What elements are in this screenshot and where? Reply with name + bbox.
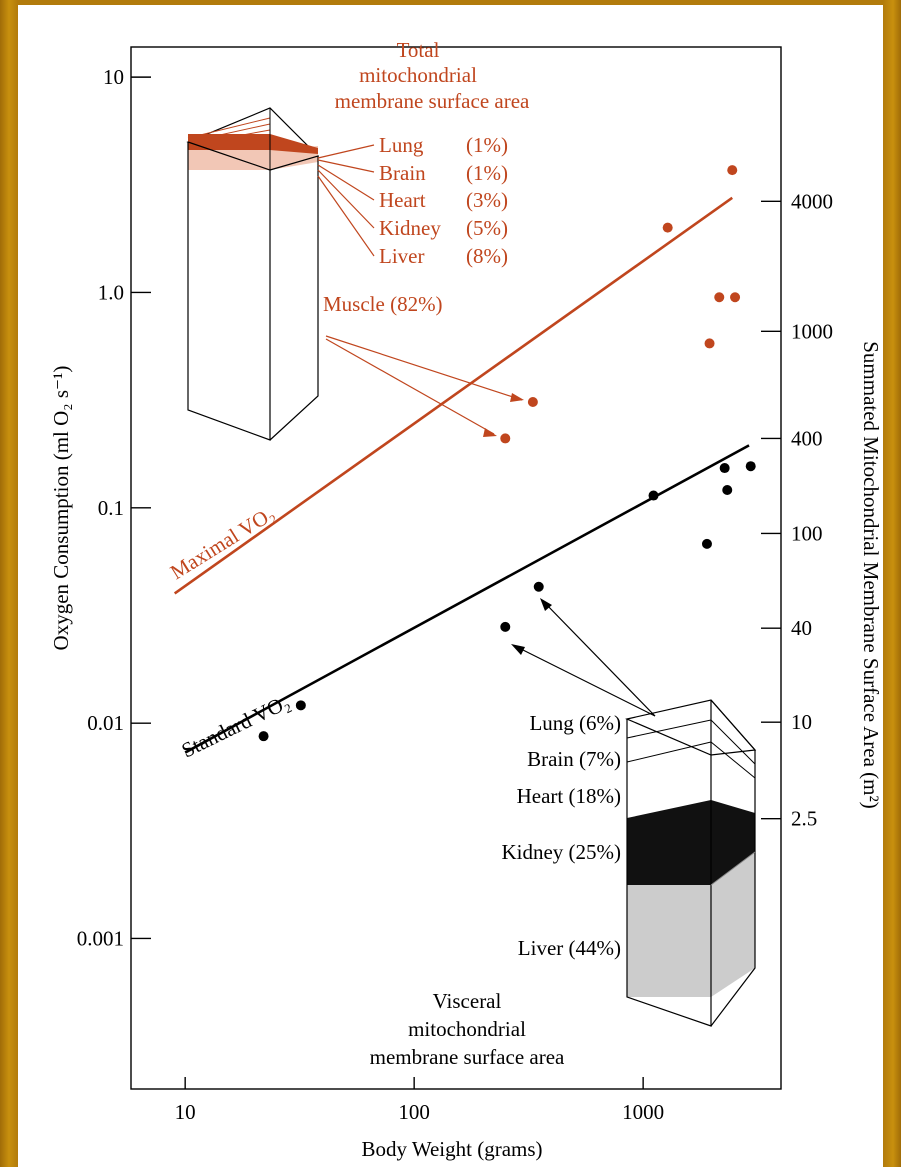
- x-axis-label: Body Weight (grams): [361, 1137, 542, 1161]
- top-organ-heart-pct: (3%): [466, 188, 508, 212]
- bottom-inset-title-1: Visceral: [433, 989, 502, 1013]
- bottom-organ-kidney: Kidney (25%): [501, 840, 621, 864]
- lung-divider: [626, 719, 712, 739]
- y-right-tick-label: 40: [791, 616, 812, 640]
- visceral-arrow-2: [514, 645, 656, 717]
- standard-point: [533, 581, 544, 592]
- kidney-segment-front: [627, 818, 711, 885]
- top-organ-liver: Liver: [379, 244, 424, 268]
- y-left-tick-label: 10: [103, 65, 124, 89]
- top-inset-title-2: mitochondrial: [359, 63, 477, 87]
- leader-lung: [317, 144, 375, 159]
- liver-segment-side: [711, 852, 755, 997]
- block-side-muscle: [270, 156, 318, 440]
- top-organ-kidney: Kidney: [379, 216, 441, 240]
- bottom-organ-liver: Liver (44%): [518, 936, 621, 960]
- maximal-point: [704, 338, 715, 349]
- brain-line: [187, 117, 271, 139]
- lung-divider-side: [710, 719, 756, 765]
- top-organ-liver-pct: (8%): [466, 244, 508, 268]
- axis-ticks: 10 100 1000 10 1.0 0.1 0.01 0.001 4000 1000 400 100…: [77, 65, 833, 1124]
- y-right-tick-label: 4000: [791, 189, 833, 213]
- brain-divider: [626, 741, 712, 763]
- muscle-arrowhead-1: [510, 393, 524, 402]
- liver-top-edge: [710, 851, 756, 886]
- top-organ-heart: Heart: [379, 188, 426, 212]
- y-right-tick-label: 1000: [791, 319, 833, 343]
- series-label-standard: Standard VO₂: [178, 690, 294, 763]
- y-right-tick-label: 400: [791, 426, 823, 450]
- leader-brain: [317, 159, 375, 173]
- standard-point: [701, 538, 712, 549]
- liver-band-front: [188, 150, 270, 170]
- top-organ-lung: Lung: [379, 133, 424, 157]
- visceral-arrowhead-1: [540, 598, 552, 611]
- heart-line: [187, 123, 271, 143]
- y-left-tick-label: 1.0: [98, 280, 124, 304]
- leader-kidney: [317, 169, 375, 229]
- top-organ-lung-pct: (1%): [466, 133, 508, 157]
- liver-segment-front: [627, 885, 711, 997]
- y-right-tick-label: 2.5: [791, 807, 817, 831]
- maximal-fit-line: [173, 196, 734, 595]
- bottom-organ-lung: Lung (6%): [529, 711, 621, 735]
- muscle-arrow-2: [325, 338, 495, 435]
- x-tick-label: 100: [398, 1100, 430, 1124]
- bottom-organ-brain: Brain (7%): [527, 747, 621, 771]
- visceral-front-outline: [626, 700, 712, 1027]
- visceral-side-outline: [710, 699, 756, 1027]
- maximal-point: [714, 292, 725, 303]
- muscle-arrowhead-2: [483, 428, 497, 437]
- block-front-muscle: [188, 170, 270, 440]
- standard-point: [295, 700, 306, 711]
- top-organ-brain: Brain: [379, 161, 426, 185]
- bottom-organ-heart: Heart (18%): [517, 784, 621, 808]
- block-side-outline: [269, 155, 319, 441]
- brain-divider-side: [710, 741, 756, 779]
- lung-line: [187, 129, 271, 146]
- leader-liver: [317, 175, 375, 257]
- muscle-label: Muscle (82%): [323, 292, 443, 316]
- maximal-point: [662, 222, 673, 233]
- visceral-arrowhead-2: [511, 644, 525, 655]
- maximal-point: [730, 292, 741, 303]
- series-label-maximal: Maximal VO₂: [166, 501, 279, 584]
- visceral-membrane-block: [511, 598, 757, 1027]
- visceral-arrow-1: [542, 600, 656, 717]
- top-organ-kidney-pct: (5%): [466, 216, 508, 240]
- y-left-tick-label: 0.1: [98, 496, 124, 520]
- top-inset-title-3: membrane surface area: [335, 89, 530, 113]
- top-organ-brain-pct: (1%): [466, 161, 508, 185]
- data-points: [258, 165, 756, 742]
- standard-point: [258, 731, 269, 742]
- standard-point: [500, 621, 511, 632]
- standard-point: [722, 484, 733, 495]
- top-inset-title-1: Total: [397, 38, 440, 62]
- maximal-point: [527, 396, 538, 407]
- total-membrane-block: [186, 107, 524, 441]
- y-axis-label-left: Oxygen Consumption (ml O₂ s⁻¹): [49, 366, 73, 651]
- bottom-inset-title-2: mitochondrial: [408, 1017, 526, 1041]
- standard-point: [745, 461, 756, 472]
- kidney-band-front: [188, 134, 270, 150]
- x-tick-label: 10: [175, 1100, 196, 1124]
- leader-heart: [317, 164, 375, 201]
- x-tick-label: 1000: [622, 1100, 664, 1124]
- y-right-tick-label: 10: [791, 710, 812, 734]
- y-left-tick-label: 0.01: [87, 711, 124, 735]
- bottom-inset-title-3: membrane surface area: [370, 1045, 565, 1069]
- muscle-arrow-1: [325, 335, 523, 401]
- standard-point: [648, 490, 659, 501]
- y-left-tick-label: 0.001: [77, 926, 124, 950]
- kidney-segment-side: [627, 800, 755, 885]
- kidney-band-side: [270, 134, 318, 154]
- maximal-point: [500, 433, 511, 444]
- standard-point: [719, 463, 730, 474]
- plot-frame: [130, 46, 782, 1090]
- y-right-tick-label: 100: [791, 521, 823, 545]
- maximal-point: [727, 165, 738, 176]
- y-axis-label-right: Summated Mitochondrial Membrane Surface …: [859, 341, 883, 809]
